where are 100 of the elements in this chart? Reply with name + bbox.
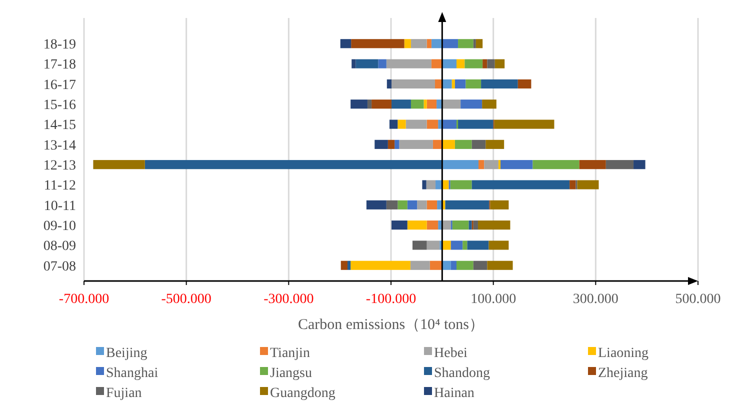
bar — [450, 180, 472, 190]
y-tick-label: 12-13 — [43, 158, 76, 174]
bar — [490, 200, 509, 210]
legend-label: Hebei — [434, 346, 468, 361]
bar — [386, 79, 392, 88]
bar — [386, 200, 398, 210]
bar — [478, 220, 510, 230]
x-axis-title: Carbon emissions（10⁴ tons） — [298, 317, 484, 333]
bar — [435, 79, 442, 88]
bar — [494, 59, 505, 68]
bar — [442, 220, 451, 230]
bar — [374, 140, 388, 149]
bar — [431, 39, 442, 48]
bar — [424, 100, 427, 109]
bar — [454, 140, 472, 149]
y-tick-label: 17-18 — [43, 58, 76, 73]
bar — [445, 200, 490, 210]
y-tick-label: 07-08 — [43, 259, 76, 274]
bar — [577, 180, 599, 190]
bar — [398, 200, 408, 210]
y-tick-label: 14-15 — [43, 118, 76, 134]
bar — [488, 240, 509, 250]
legend-label: Tianjin — [270, 346, 310, 361]
bar — [458, 39, 474, 48]
bar — [388, 140, 395, 149]
bar — [532, 160, 580, 170]
bar — [340, 260, 348, 270]
bar — [442, 120, 456, 129]
bar — [450, 260, 456, 270]
bar — [392, 79, 436, 88]
bar — [478, 160, 484, 170]
bar — [473, 39, 476, 48]
bar — [350, 260, 410, 270]
bar — [486, 140, 504, 149]
bar — [442, 260, 451, 270]
bar — [426, 39, 432, 48]
bar — [410, 39, 427, 48]
bar — [392, 100, 411, 109]
bar — [430, 260, 442, 270]
bar — [378, 59, 386, 68]
y-tick-label: 10-11 — [44, 198, 76, 214]
bar — [407, 220, 427, 230]
bar — [442, 160, 478, 170]
bar — [426, 120, 438, 129]
bar — [442, 100, 461, 109]
y-tick-label: 09-10 — [43, 218, 76, 234]
bar — [352, 59, 356, 68]
bar — [410, 100, 424, 109]
bar — [389, 120, 398, 129]
bar — [442, 240, 451, 250]
bar — [426, 240, 440, 250]
bar — [366, 200, 386, 210]
y-tick-label: 18-19 — [43, 38, 76, 53]
bar — [450, 240, 463, 250]
bar — [487, 260, 513, 270]
bar — [392, 220, 408, 230]
legend-label: Jiangsu — [270, 366, 312, 381]
bar — [372, 100, 392, 109]
x-tick-label: -100.000 — [366, 292, 416, 307]
bar — [399, 140, 433, 149]
x-tick-label: -300.000 — [264, 292, 314, 307]
bar — [422, 180, 426, 190]
bar — [426, 200, 438, 210]
bar — [460, 100, 482, 109]
bar — [456, 260, 474, 270]
bar — [442, 59, 456, 68]
x-tick-label: 100.000 — [470, 292, 516, 307]
bar — [398, 120, 406, 129]
bar — [351, 39, 404, 48]
bar — [348, 260, 351, 270]
bar — [406, 120, 427, 129]
bar — [494, 120, 554, 129]
y-tick-label: 08-09 — [43, 239, 76, 254]
x-tick-label: 500.000 — [675, 292, 721, 307]
bar — [367, 100, 372, 109]
legend-label: Beijing — [106, 346, 148, 361]
bar — [482, 59, 488, 68]
bar — [442, 79, 452, 88]
bar — [473, 220, 478, 230]
bar — [606, 160, 634, 170]
bar — [144, 160, 442, 170]
bar — [426, 100, 437, 109]
bar — [454, 79, 466, 88]
bar — [431, 59, 442, 68]
bar — [484, 160, 498, 170]
bar — [417, 200, 427, 210]
x-tick-label: -700.000 — [58, 292, 110, 307]
bar — [386, 59, 432, 68]
bar — [462, 240, 468, 250]
bar — [394, 140, 400, 149]
bar — [452, 220, 469, 230]
bar — [442, 140, 455, 149]
bar — [634, 160, 646, 170]
bar — [500, 160, 533, 170]
bar — [473, 260, 488, 270]
legend-label: Shandong — [434, 366, 490, 381]
y-tick-label: 16-17 — [43, 78, 76, 93]
bar — [404, 39, 411, 48]
bar — [466, 79, 482, 88]
bar — [350, 100, 368, 109]
